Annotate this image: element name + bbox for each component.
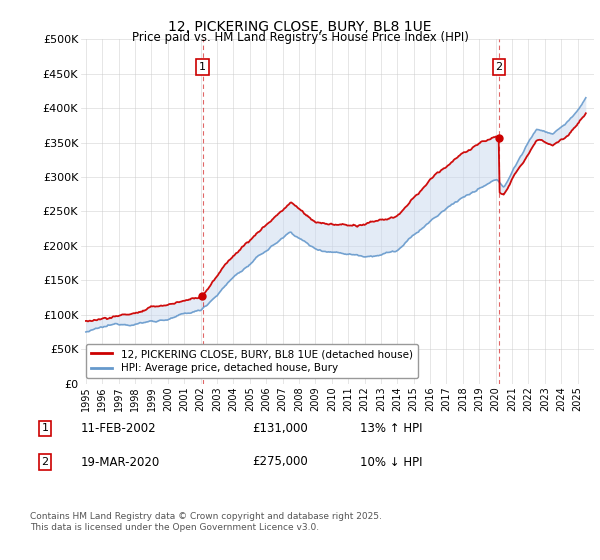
Text: 2: 2 bbox=[496, 62, 503, 72]
Text: 1: 1 bbox=[199, 62, 206, 72]
Text: 12, PICKERING CLOSE, BURY, BL8 1UE: 12, PICKERING CLOSE, BURY, BL8 1UE bbox=[168, 20, 432, 34]
Text: 2: 2 bbox=[41, 457, 49, 467]
Text: 10% ↓ HPI: 10% ↓ HPI bbox=[360, 455, 422, 469]
Text: 13% ↑ HPI: 13% ↑ HPI bbox=[360, 422, 422, 435]
Text: 11-FEB-2002: 11-FEB-2002 bbox=[81, 422, 157, 435]
Text: Price paid vs. HM Land Registry's House Price Index (HPI): Price paid vs. HM Land Registry's House … bbox=[131, 31, 469, 44]
Text: 19-MAR-2020: 19-MAR-2020 bbox=[81, 455, 160, 469]
Legend: 12, PICKERING CLOSE, BURY, BL8 1UE (detached house), HPI: Average price, detache: 12, PICKERING CLOSE, BURY, BL8 1UE (deta… bbox=[86, 344, 418, 379]
Text: Contains HM Land Registry data © Crown copyright and database right 2025.
This d: Contains HM Land Registry data © Crown c… bbox=[30, 512, 382, 532]
Text: £275,000: £275,000 bbox=[252, 455, 308, 469]
Text: 1: 1 bbox=[41, 423, 49, 433]
Text: £131,000: £131,000 bbox=[252, 422, 308, 435]
